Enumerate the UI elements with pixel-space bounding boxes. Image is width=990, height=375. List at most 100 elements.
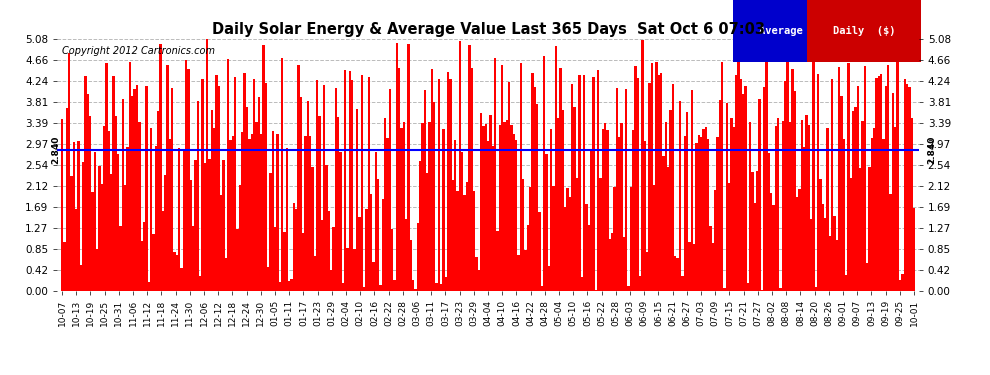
Bar <box>534 87 536 291</box>
Bar <box>115 116 117 291</box>
Bar <box>798 189 801 291</box>
Bar <box>79 265 82 291</box>
Bar <box>175 255 178 291</box>
Bar <box>230 140 232 291</box>
Bar <box>648 83 650 291</box>
Bar <box>374 152 377 291</box>
Bar <box>415 290 417 291</box>
Bar <box>859 168 861 291</box>
Bar <box>717 137 719 291</box>
Bar <box>340 153 342 291</box>
Bar <box>278 282 281 291</box>
Bar <box>863 66 866 291</box>
Bar <box>484 124 487 291</box>
Bar <box>141 241 143 291</box>
Bar <box>171 88 173 291</box>
Bar <box>185 60 187 291</box>
Bar <box>164 176 166 291</box>
Bar <box>192 226 194 291</box>
Bar <box>606 130 609 291</box>
Bar <box>290 279 293 291</box>
Bar <box>70 176 72 291</box>
Bar <box>712 243 714 291</box>
Bar <box>335 87 338 291</box>
Bar <box>824 218 827 291</box>
Bar <box>887 65 889 291</box>
Bar <box>506 120 508 291</box>
Bar <box>429 122 431 291</box>
Bar <box>365 209 367 291</box>
Bar <box>377 179 379 291</box>
Bar <box>269 173 271 291</box>
Bar <box>143 222 146 291</box>
Bar <box>674 256 676 291</box>
Bar <box>831 79 834 291</box>
Text: 2.840: 2.840 <box>928 136 937 164</box>
Bar <box>650 63 653 291</box>
Bar <box>131 96 134 291</box>
Bar <box>246 107 248 291</box>
Bar <box>908 87 911 291</box>
Bar <box>653 184 655 291</box>
Bar <box>136 86 139 291</box>
Bar <box>309 136 312 291</box>
Bar <box>120 226 122 291</box>
Bar <box>257 97 259 291</box>
Bar <box>129 62 131 291</box>
Bar <box>426 173 429 291</box>
Bar <box>791 69 794 291</box>
Bar <box>75 209 77 291</box>
Bar <box>242 132 244 291</box>
Bar <box>842 139 845 291</box>
Bar <box>751 172 753 291</box>
Bar <box>566 188 569 291</box>
Bar <box>281 58 283 291</box>
Bar <box>345 69 346 291</box>
Bar <box>728 183 731 291</box>
Bar <box>744 86 746 291</box>
Bar <box>810 219 812 291</box>
Bar <box>635 66 637 291</box>
Bar <box>731 118 733 291</box>
Bar <box>208 159 211 291</box>
Bar <box>161 211 164 291</box>
Bar <box>690 90 693 291</box>
Bar <box>557 118 559 291</box>
Bar <box>494 58 496 291</box>
Bar <box>197 101 199 291</box>
Bar <box>544 56 545 291</box>
Bar <box>541 286 544 291</box>
Bar <box>312 167 314 291</box>
Text: Average  ($): Average ($) <box>759 26 835 36</box>
Bar <box>746 283 749 291</box>
Bar <box>554 46 557 291</box>
Bar <box>662 156 664 291</box>
Bar <box>419 161 422 291</box>
Bar <box>117 154 120 291</box>
Bar <box>348 71 351 291</box>
Bar <box>447 72 449 291</box>
Bar <box>384 118 386 291</box>
Bar <box>632 130 635 291</box>
Bar <box>72 142 75 291</box>
Bar <box>101 184 103 291</box>
Bar <box>190 180 192 291</box>
Bar <box>283 232 286 291</box>
Bar <box>707 140 709 291</box>
Bar <box>84 76 87 291</box>
Bar <box>897 56 899 291</box>
Bar <box>223 160 225 291</box>
Bar <box>314 256 316 291</box>
Bar <box>904 79 906 291</box>
Bar <box>227 59 230 291</box>
Bar <box>655 62 657 291</box>
Bar <box>573 107 576 291</box>
Bar <box>545 154 547 291</box>
Bar <box>724 288 726 291</box>
Bar <box>449 79 451 291</box>
Bar <box>726 103 728 291</box>
Bar <box>529 187 532 291</box>
Text: 2.840: 2.840 <box>50 136 59 164</box>
Bar <box>468 45 470 291</box>
Bar <box>657 75 660 291</box>
